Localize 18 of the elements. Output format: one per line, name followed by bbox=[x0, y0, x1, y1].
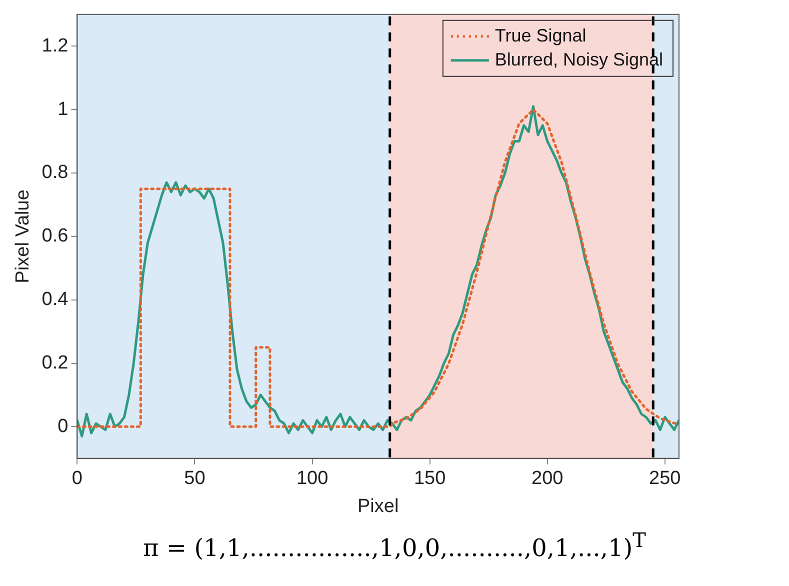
x-axis-title: Pixel bbox=[358, 496, 399, 517]
y-tick-label: 0.6 bbox=[42, 226, 68, 247]
x-tick-label: 200 bbox=[532, 468, 564, 490]
x-tick-label: 100 bbox=[296, 468, 328, 490]
y-axis-title: Pixel Value bbox=[12, 190, 34, 284]
y-tick-label: 1.2 bbox=[42, 35, 68, 56]
y-tick-label: 0.8 bbox=[42, 162, 68, 184]
x-tick-label: 250 bbox=[649, 468, 681, 490]
x-tick-label: 150 bbox=[414, 468, 446, 490]
legend-label: True Signal bbox=[494, 25, 586, 46]
y-tick-label: 0.4 bbox=[42, 289, 69, 310]
y-tick-label: 1 bbox=[58, 98, 68, 120]
legend-label: Blurred, Noisy Signal bbox=[494, 49, 664, 70]
text: π = (1,1,................,1,0,0,..........,0,1,...,1)$^{T}$ bbox=[142, 528, 647, 562]
x-tick-label: 50 bbox=[184, 468, 206, 490]
x-tick-label: 0 bbox=[72, 468, 82, 490]
y-tick-label: 0.2 bbox=[42, 352, 68, 374]
y-tick-label: 0 bbox=[58, 416, 68, 437]
